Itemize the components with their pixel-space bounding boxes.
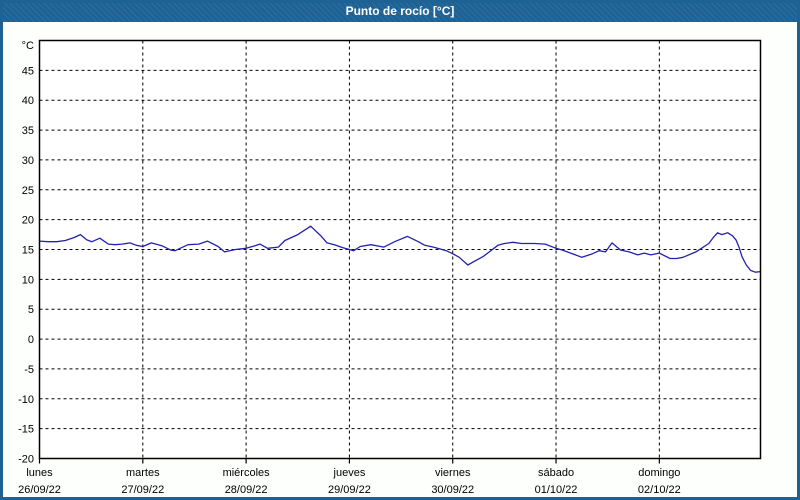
- title-bar: Punto de rocío [°C]: [0, 0, 800, 22]
- y-tick-label: 0: [28, 334, 34, 346]
- y-axis-labels: 45 40 35 30 25 20 15 10 5 0 -5 -10 -15 -20 °C: [18, 40, 34, 466]
- day-date-label: 30/09/22: [431, 484, 474, 496]
- y-axis-unit-label: °C: [22, 40, 34, 52]
- day-date-label: 26/09/22: [18, 484, 61, 496]
- day-name-label: sábado: [538, 467, 574, 479]
- day-name-label: jueves: [333, 467, 366, 479]
- x-axis-ticks: [38, 458, 660, 464]
- plot-frame: [38, 39, 762, 460]
- x-gridlines: [142, 40, 660, 459]
- y-tick-label: -5: [24, 364, 34, 376]
- day-date-label: 27/09/22: [121, 484, 164, 496]
- day-date-label: 01/10/22: [535, 484, 578, 496]
- dewpoint-line: [38, 225, 762, 273]
- x-axis-labels: lunes 26/09/22 martes 27/09/22 miércoles 28/0…: [18, 467, 681, 496]
- day-date-label: 29/09/22: [328, 484, 371, 496]
- y-tick-label: 45: [22, 65, 34, 77]
- day-name-label: miércoles: [223, 467, 271, 479]
- y-tick-label: -10: [18, 394, 34, 406]
- y-tick-label: 40: [22, 95, 34, 107]
- day-date-label: 28/09/22: [225, 484, 268, 496]
- y-tick-label: 35: [22, 125, 34, 137]
- y-tick-label: 15: [22, 245, 34, 257]
- y-tick-label: 5: [28, 304, 34, 316]
- y-tick-label: 30: [22, 155, 34, 167]
- y-tick-label: -15: [18, 424, 34, 436]
- y-tick-label: 25: [22, 185, 34, 197]
- y-tick-label: 10: [22, 274, 34, 286]
- day-date-label: 02/10/22: [638, 484, 681, 496]
- y-tick-label: -20: [18, 454, 34, 466]
- y-gridlines: [39, 69, 761, 430]
- chart-title: Punto de rocío [°C]: [345, 4, 455, 18]
- y-tick-label: 20: [22, 215, 34, 227]
- day-name-label: viernes: [435, 467, 471, 479]
- day-name-label: martes: [126, 467, 160, 479]
- day-name-label: lunes: [26, 467, 53, 479]
- day-name-label: domingo: [638, 467, 680, 479]
